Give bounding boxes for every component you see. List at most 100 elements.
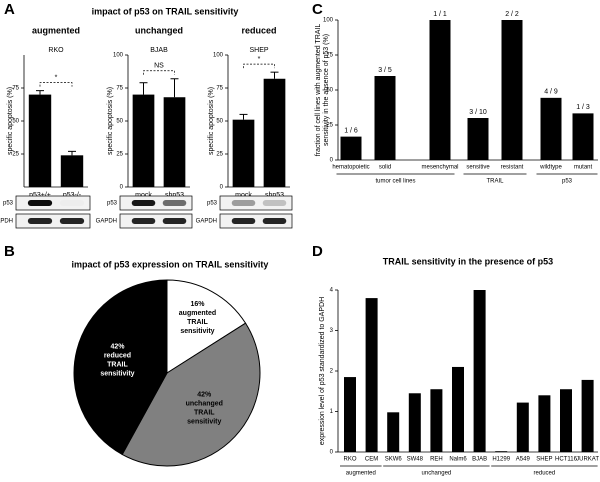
blot-strip	[15, 195, 91, 211]
significance-label: *	[258, 56, 261, 63]
value-label: 1 / 6	[344, 127, 358, 134]
y-axis-label: specific apoptosis (%)	[7, 87, 14, 155]
x-tick-label: H1299	[492, 457, 510, 463]
blot-band	[162, 218, 187, 224]
blot-band	[231, 200, 256, 206]
blot-strip	[119, 213, 193, 229]
y-tick-label: 50	[326, 88, 333, 94]
y-tick-label: 4	[330, 288, 334, 294]
bar	[581, 379, 594, 452]
significance-label: *	[55, 74, 58, 81]
y-tick-label: 25	[12, 152, 19, 158]
y-tick-label: 0	[220, 185, 224, 191]
slice-label: TRAIL	[107, 362, 128, 369]
blot-band	[27, 200, 53, 206]
group-label: TRAIL	[486, 179, 504, 185]
y-axis-label: expression level of p53 standardized to …	[319, 297, 326, 445]
x-tick-label: SW48	[407, 457, 424, 463]
x-tick-label: REH	[430, 457, 443, 463]
bar	[163, 97, 186, 187]
y-tick-label: 75	[216, 86, 223, 92]
value-label: 1 / 3	[576, 104, 590, 111]
y-axis-label: specific apoptosis (%)	[208, 87, 215, 155]
x-tick-label: BJAB	[472, 457, 487, 463]
bar	[365, 298, 378, 452]
chart-title: TRAIL sensitivity in the presence of p53	[383, 256, 553, 266]
x-tick-label: mesenchymal	[421, 165, 458, 171]
slice-label: sensitivity	[100, 371, 134, 378]
y-tick-label: 100	[113, 53, 124, 59]
blot-strip	[119, 195, 193, 211]
x-tick-label: hematopoietic	[332, 165, 369, 171]
x-tick-label: A549	[516, 457, 531, 463]
blot-label: GAPDH	[196, 219, 217, 225]
blot-strip	[219, 213, 293, 229]
y-tick-label: 100	[323, 18, 334, 24]
y-tick-label: 50	[12, 119, 19, 125]
x-tick-label: p53-/-	[63, 192, 82, 199]
significance-bracket	[243, 63, 275, 69]
x-tick-label: shp53	[165, 192, 184, 199]
value-label: 1 / 1	[433, 11, 447, 18]
slice-label: unchanged	[186, 400, 223, 407]
blot-label: p53	[107, 201, 118, 207]
y-tick-label: 3	[330, 328, 334, 334]
bar	[540, 97, 562, 160]
significance-label: NS	[154, 63, 164, 70]
panel-label: B	[4, 243, 15, 260]
blot-label: GAPDH	[0, 219, 13, 225]
slice-label: sensitivity	[180, 328, 214, 335]
bar	[132, 94, 155, 187]
x-tick-label: resistant	[501, 165, 524, 171]
blot-band	[262, 200, 287, 206]
x-tick-label: CEM	[365, 457, 378, 463]
y-tick-label: 25	[216, 152, 223, 158]
pie-slice	[121, 322, 261, 467]
y-tick-label: 0	[330, 450, 334, 456]
x-tick-label: mutant	[574, 165, 593, 171]
x-tick-label: SHEP	[536, 457, 552, 463]
bar	[429, 20, 451, 160]
slice-label: TRAIL	[187, 319, 208, 326]
x-tick-label: SKW6	[385, 457, 403, 463]
bar	[495, 451, 508, 452]
bar	[232, 119, 255, 187]
slice-label: reduced	[104, 353, 131, 360]
slice-value-label: 16%	[190, 301, 205, 308]
chart-title: reduced	[241, 25, 276, 35]
bar	[560, 389, 572, 452]
chart-subtitle: SHEP	[249, 47, 268, 54]
y-tick-label: 2	[330, 369, 334, 375]
blot-band	[131, 218, 156, 224]
y-tick-label: 50	[216, 119, 223, 125]
y-tick-label: 50	[116, 119, 123, 125]
value-label: 3 / 10	[469, 109, 487, 116]
chart-subtitle: BJAB	[150, 47, 168, 54]
y-axis-label: fraction of cell lines with augmented TR…	[315, 24, 322, 157]
y-tick-label: 100	[213, 53, 224, 59]
slice-value-label: 42%	[110, 344, 125, 351]
value-label: 2 / 2	[505, 11, 519, 18]
slice-value-label: 42%	[197, 391, 212, 398]
chart-title: impact of p53 expression on TRAIL sensit…	[72, 259, 269, 269]
y-tick-label: 0	[120, 185, 124, 191]
bar	[452, 366, 464, 452]
slice-label: augmented	[179, 310, 216, 317]
panel-label: C	[312, 1, 323, 18]
x-tick-label: shp53	[265, 192, 284, 199]
group-label: tumor cell lines	[375, 179, 415, 185]
bar	[374, 76, 396, 160]
value-label: 3 / 5	[378, 67, 392, 74]
bar	[408, 393, 421, 452]
y-tick-label: 0	[330, 158, 334, 164]
y-tick-label: 75	[326, 53, 333, 59]
blot-band	[162, 200, 187, 206]
bar	[344, 377, 356, 452]
bar	[387, 412, 400, 452]
blot-label: GAPDH	[96, 219, 117, 225]
blot-strip	[15, 213, 91, 229]
bar	[467, 118, 489, 160]
blot-strip	[219, 195, 293, 211]
x-tick-label: p53+/+	[29, 192, 51, 199]
